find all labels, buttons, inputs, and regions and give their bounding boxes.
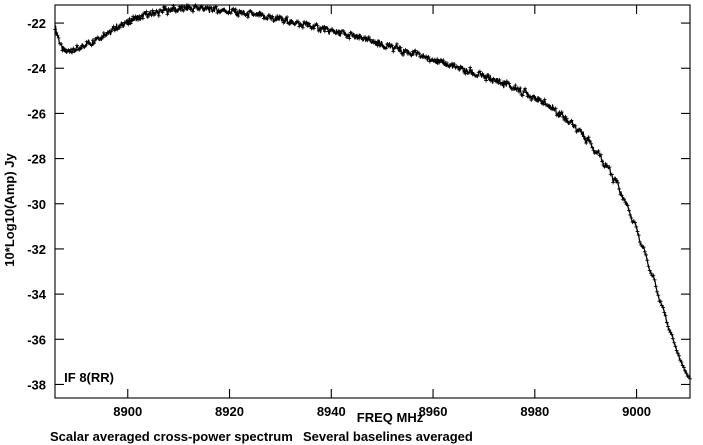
x-tick-label: 8940: [317, 404, 346, 419]
x-axis-ticks-bottom: [127, 389, 638, 398]
y-tick-label: -32: [27, 242, 46, 257]
data-point-markers-IF 8(RR): [53, 3, 692, 381]
if-annotation-label: IF 8(RR): [64, 370, 114, 385]
plot-frame: [54, 4, 691, 399]
data-series-layer: [53, 3, 692, 381]
y-tick-label: -38: [27, 377, 46, 392]
y-axis-title: 10*Log10(Amp) Jy: [2, 153, 17, 267]
x-tick-label: 8920: [215, 404, 244, 419]
x-axis-tick-labels: 8900 8920 8940 8960 8980 9000: [113, 404, 651, 419]
caption-right: Several baselines averaged: [303, 429, 473, 444]
y-tick-label: -36: [27, 332, 46, 347]
y-tick-label: -34: [27, 287, 47, 302]
y-tick-label: -28: [27, 152, 46, 167]
y-axis-ticks-right: [681, 22, 690, 385]
y-tick-label: -22: [27, 16, 46, 31]
y-axis-ticks-left: [55, 22, 64, 385]
y-tick-label: -24: [27, 61, 47, 76]
x-axis-ticks-top: [127, 5, 638, 14]
y-axis-tick-labels: -22 -24 -26 -28 -30 -32 -34 -36 -38: [27, 16, 47, 392]
x-tick-label: 8900: [113, 404, 142, 419]
x-axis-title: FREQ MHz: [357, 410, 424, 425]
x-tick-label: 9000: [622, 404, 651, 419]
data-curve-IF 8(RR): [54, 4, 691, 380]
y-tick-label: -30: [27, 197, 46, 212]
x-tick-label: 8960: [419, 404, 448, 419]
y-tick-label: -26: [27, 106, 46, 121]
caption-left: Scalar averaged cross-power spectrum: [50, 429, 293, 444]
x-tick-label: 8980: [520, 404, 549, 419]
